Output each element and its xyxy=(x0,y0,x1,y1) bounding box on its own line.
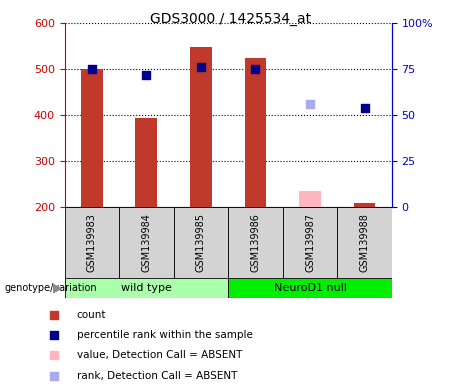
Point xyxy=(88,66,95,72)
Point xyxy=(319,78,326,84)
Text: GSM139983: GSM139983 xyxy=(87,214,97,272)
Bar xyxy=(190,47,212,207)
Text: rank, Detection Call = ABSENT: rank, Detection Call = ABSENT xyxy=(77,371,237,381)
Text: GSM139985: GSM139985 xyxy=(196,214,206,272)
Point xyxy=(361,105,368,111)
Point xyxy=(197,64,205,70)
Point xyxy=(142,71,150,78)
Text: GSM139987: GSM139987 xyxy=(305,214,315,272)
FancyBboxPatch shape xyxy=(119,207,174,278)
Bar xyxy=(136,118,157,207)
Point xyxy=(306,101,313,107)
FancyBboxPatch shape xyxy=(283,207,337,278)
FancyBboxPatch shape xyxy=(65,207,119,278)
Text: GSM139986: GSM139986 xyxy=(250,214,260,272)
Text: GDS3000 / 1425534_at: GDS3000 / 1425534_at xyxy=(150,12,311,25)
Text: percentile rank within the sample: percentile rank within the sample xyxy=(77,330,253,340)
Bar xyxy=(244,58,266,207)
Text: GSM139984: GSM139984 xyxy=(142,214,151,272)
Point xyxy=(319,262,326,268)
Text: wild type: wild type xyxy=(121,283,172,293)
FancyBboxPatch shape xyxy=(228,207,283,278)
FancyBboxPatch shape xyxy=(174,207,228,278)
FancyBboxPatch shape xyxy=(337,207,392,278)
FancyBboxPatch shape xyxy=(228,278,392,298)
Text: genotype/variation: genotype/variation xyxy=(5,283,97,293)
Bar xyxy=(81,69,103,207)
Text: GSM139988: GSM139988 xyxy=(360,214,370,272)
Text: value, Detection Call = ABSENT: value, Detection Call = ABSENT xyxy=(77,350,242,360)
Text: count: count xyxy=(77,310,106,320)
Bar xyxy=(299,191,321,207)
Text: NeuroD1 null: NeuroD1 null xyxy=(273,283,347,293)
FancyBboxPatch shape xyxy=(65,278,228,298)
Bar xyxy=(354,203,375,207)
Text: ▶: ▶ xyxy=(53,281,62,294)
Point xyxy=(252,66,259,72)
